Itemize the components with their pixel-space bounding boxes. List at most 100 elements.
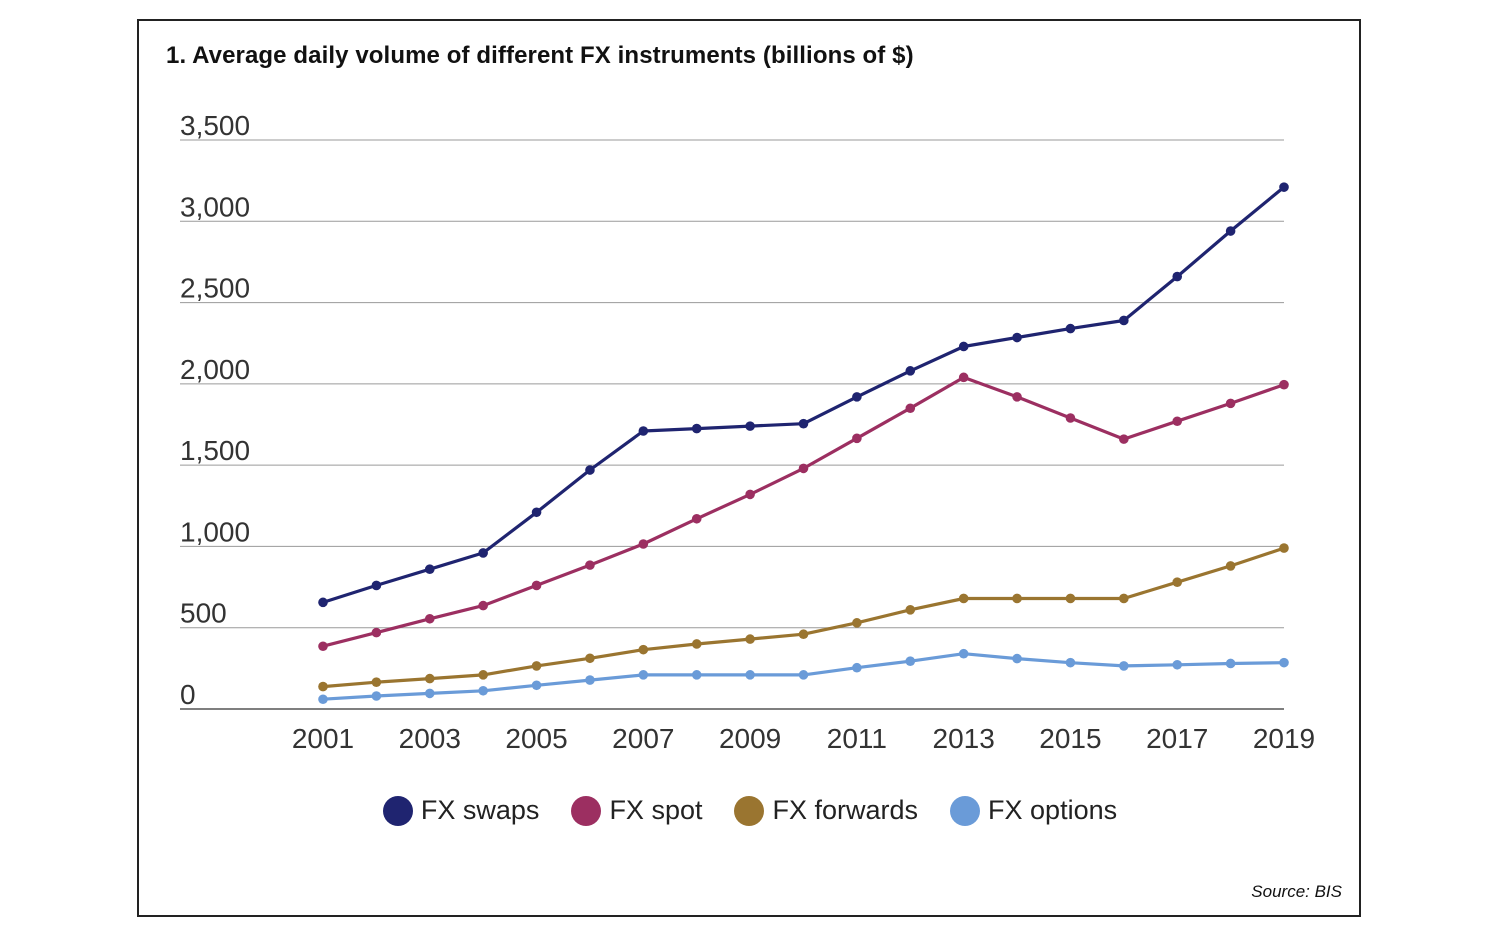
chart-frame: [137, 19, 1361, 917]
data-point-fx-forwards: [318, 681, 328, 692]
data-point-fx-swaps: [798, 418, 809, 429]
data-point-fx-forwards: [424, 673, 435, 684]
data-point-fx-spot: [798, 463, 809, 474]
x-tick-label: 2009: [719, 723, 781, 754]
data-point-fx-spot: [638, 539, 649, 549]
legend-label: FX forwards: [772, 795, 919, 825]
data-point-fx-forwards: [1279, 543, 1289, 553]
x-tick-label: 2015: [1039, 723, 1101, 754]
data-point-fx-options: [852, 662, 862, 673]
data-point-fx-forwards: [585, 653, 595, 664]
y-tick-label: 3,500: [180, 110, 250, 141]
y-tick-label: 1,000: [180, 516, 250, 547]
legend-marker-fx-swaps: [382, 795, 413, 826]
data-point-fx-swaps: [1172, 271, 1183, 282]
chart-title: 1. Average daily volume of different FX …: [166, 42, 914, 69]
y-axis-tick-labels: 0 500 1,000 1,500 2,000 2,500 3,000 3,500: [180, 110, 250, 710]
data-point-fx-spot: [852, 433, 862, 444]
series-fx-swaps: [318, 182, 1289, 608]
series-fx-spot: [318, 372, 1289, 652]
data-point-fx-options: [1172, 659, 1183, 670]
data-point-fx-forwards: [958, 593, 969, 604]
data-point-fx-swaps: [531, 507, 542, 518]
data-point-fx-options: [1279, 657, 1289, 668]
data-point-fx-spot: [1012, 392, 1022, 402]
legend-marker-fx-forwards: [734, 795, 765, 826]
data-point-fx-spot: [691, 513, 702, 524]
data-point-fx-options: [691, 670, 702, 680]
data-point-fx-swaps: [424, 564, 435, 574]
y-tick-label: 500: [180, 598, 227, 629]
data-point-fx-spot: [585, 560, 595, 570]
data-point-fx-spot: [1065, 413, 1076, 423]
series-line-fx-spot: [321, 375, 1286, 648]
legend-label: FX swaps: [420, 795, 540, 825]
legend-item-fx-forwards: FX forwards: [734, 795, 918, 826]
data-point-fx-options: [371, 691, 382, 701]
data-point-fx-options: [638, 670, 649, 680]
data-point-fx-options: [478, 685, 488, 696]
data-point-fx-spot: [1172, 416, 1183, 427]
data-point-fx-forwards: [798, 629, 809, 640]
data-point-fx-options: [424, 688, 435, 699]
y-tick-label: 2,500: [180, 273, 250, 304]
x-tick-label: 2011: [827, 723, 887, 754]
data-point-fx-options: [798, 670, 809, 680]
series-lines: [318, 182, 1289, 705]
data-point-fx-options: [1065, 657, 1076, 668]
series-fx-options: [318, 648, 1289, 705]
data-point-fx-forwards: [1225, 561, 1236, 571]
data-point-fx-options: [1225, 658, 1236, 669]
data-point-fx-swaps: [478, 548, 488, 558]
data-point-fx-swaps: [852, 392, 862, 402]
legend-item-fx-spot: FX spot: [571, 795, 702, 826]
data-point-fx-swaps: [1065, 323, 1076, 334]
series-line-fx-swaps: [321, 185, 1286, 605]
data-point-fx-spot: [1119, 434, 1129, 444]
data-point-fx-forwards: [371, 677, 382, 687]
legend-marker-fx-spot: [571, 795, 602, 826]
series-fx-forwards: [318, 543, 1289, 692]
y-tick-label: 1,500: [180, 435, 250, 466]
gridlines: [180, 139, 1284, 710]
x-tick-label: 2019: [1253, 723, 1315, 754]
data-point-fx-spot: [1279, 379, 1289, 390]
data-point-fx-forwards: [745, 634, 755, 644]
data-point-fx-options: [745, 670, 755, 680]
data-point-fx-forwards: [478, 670, 488, 680]
x-tick-label: 2007: [612, 723, 674, 754]
y-tick-label: 2,000: [180, 354, 250, 385]
data-point-fx-options: [905, 656, 916, 667]
data-point-fx-swaps: [691, 423, 702, 434]
data-point-fx-forwards: [1012, 593, 1022, 604]
data-point-fx-options: [1012, 653, 1022, 664]
data-point-fx-forwards: [691, 639, 702, 649]
data-point-fx-swaps: [1119, 315, 1129, 326]
x-tick-label: 2017: [1146, 723, 1208, 754]
x-tick-label: 2005: [505, 723, 567, 754]
data-point-fx-swaps: [1225, 226, 1236, 236]
data-point-fx-forwards: [638, 644, 649, 655]
data-point-fx-forwards: [852, 618, 862, 628]
legend-label: FX options: [988, 795, 1118, 825]
data-point-fx-options: [585, 675, 595, 685]
data-point-fx-spot: [371, 627, 382, 638]
data-point-fx-swaps: [1279, 182, 1289, 192]
data-point-fx-options: [318, 694, 328, 705]
data-point-fx-swaps: [1012, 332, 1022, 343]
data-point-fx-swaps: [958, 341, 969, 352]
data-point-fx-spot: [745, 489, 755, 500]
data-point-fx-swaps: [905, 366, 916, 376]
data-point-fx-spot: [531, 580, 542, 591]
x-tick-label: 2013: [933, 723, 995, 754]
data-point-fx-spot: [318, 641, 328, 652]
x-axis-tick-labels: 2001 2003 2005 2007 2009 2011 2013 2015 2017 2019: [292, 723, 1315, 754]
data-point-fx-spot: [424, 613, 435, 624]
data-point-fx-forwards: [1119, 593, 1129, 604]
legend-item-fx-swaps: FX swaps: [382, 795, 540, 826]
data-point-fx-swaps: [371, 580, 382, 591]
data-point-fx-options: [1119, 661, 1129, 671]
legend-item-fx-options: FX options: [950, 795, 1117, 826]
y-tick-label: 3,000: [180, 191, 250, 222]
